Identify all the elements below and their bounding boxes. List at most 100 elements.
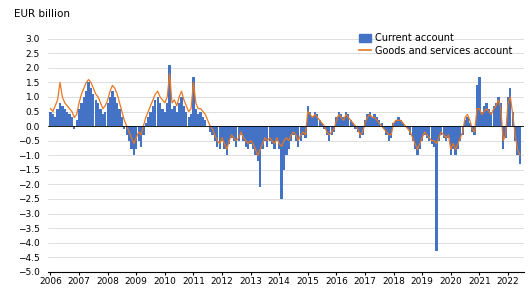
Bar (63, 109, 66, 126)
Bar (183, 106, 185, 126)
Bar (393, 123, 395, 126)
Bar (390, 126, 393, 138)
Bar (450, 126, 452, 155)
Bar (257, 126, 259, 161)
Bar (163, 111, 166, 126)
Bar (328, 126, 331, 141)
Bar (476, 85, 478, 126)
Bar (380, 123, 383, 126)
Bar (52, 114, 54, 126)
Bar (293, 126, 295, 135)
Bar (399, 120, 402, 126)
Bar (428, 126, 431, 141)
Bar (106, 103, 109, 126)
Bar (114, 97, 116, 126)
Bar (443, 126, 445, 138)
Bar (478, 77, 480, 126)
Bar (307, 106, 309, 126)
Bar (128, 126, 130, 141)
Bar (326, 126, 328, 135)
Bar (467, 117, 469, 126)
Bar (166, 103, 168, 126)
Bar (280, 126, 282, 199)
Bar (445, 126, 447, 141)
Bar (168, 65, 171, 126)
Bar (492, 106, 495, 126)
Bar (252, 126, 254, 149)
Bar (90, 88, 92, 126)
Bar (495, 103, 497, 126)
Bar (276, 126, 278, 141)
Bar (323, 126, 326, 129)
Bar (409, 126, 412, 135)
Bar (416, 126, 418, 155)
Bar (519, 126, 521, 164)
Bar (66, 111, 68, 126)
Bar (407, 126, 409, 129)
Bar (333, 126, 335, 132)
Bar (125, 126, 128, 135)
Bar (364, 120, 366, 126)
Bar (171, 109, 173, 126)
Bar (233, 126, 235, 141)
Bar (87, 82, 90, 126)
Bar (80, 103, 83, 126)
Bar (483, 106, 485, 126)
Bar (68, 114, 71, 126)
Bar (97, 103, 99, 126)
Bar (144, 123, 147, 126)
Bar (457, 126, 459, 149)
Bar (304, 126, 307, 138)
Bar (133, 126, 135, 155)
Bar (202, 117, 204, 126)
Bar (502, 126, 504, 149)
Bar (459, 126, 461, 141)
Bar (261, 126, 263, 149)
Bar (180, 97, 183, 126)
Bar (435, 126, 437, 251)
Bar (299, 126, 302, 141)
Bar (199, 111, 202, 126)
Bar (188, 117, 190, 126)
Bar (245, 126, 247, 146)
Bar (359, 126, 361, 138)
Bar (288, 126, 290, 149)
Bar (371, 117, 373, 126)
Bar (481, 111, 483, 126)
Bar (345, 111, 347, 126)
Bar (369, 111, 371, 126)
Bar (140, 126, 142, 146)
Bar (73, 126, 76, 129)
Bar (342, 117, 345, 126)
Bar (302, 126, 304, 135)
Bar (195, 109, 197, 126)
Bar (57, 109, 59, 126)
Bar (76, 120, 78, 126)
Bar (361, 126, 364, 135)
Bar (138, 126, 140, 141)
Bar (218, 126, 221, 149)
Bar (231, 126, 233, 138)
Bar (378, 120, 380, 126)
Bar (109, 97, 111, 126)
Bar (123, 126, 125, 129)
Bar (397, 117, 399, 126)
Bar (61, 106, 63, 126)
Bar (471, 126, 473, 132)
Bar (135, 126, 138, 149)
Bar (271, 126, 273, 144)
Bar (433, 126, 435, 146)
Bar (418, 126, 421, 149)
Bar (283, 126, 285, 170)
Bar (514, 126, 516, 141)
Bar (250, 126, 252, 144)
Bar (99, 109, 102, 126)
Bar (269, 126, 271, 141)
Bar (111, 91, 114, 126)
Bar (464, 120, 466, 126)
Legend: Current account, Goods and services account: Current account, Goods and services acco… (357, 31, 514, 58)
Bar (197, 114, 199, 126)
Bar (147, 117, 149, 126)
Bar (318, 120, 321, 126)
Bar (412, 126, 414, 141)
